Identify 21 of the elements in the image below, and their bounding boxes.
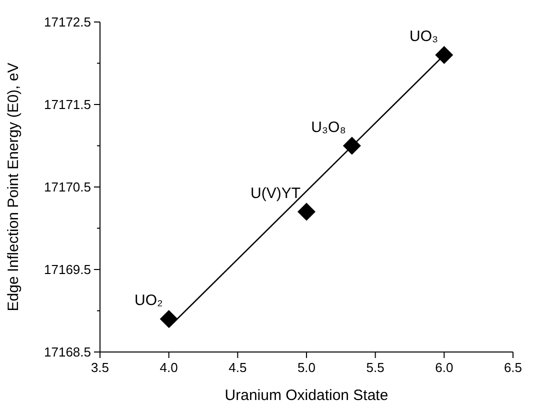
point [160,310,178,328]
point [435,46,454,64]
x-tick-label: 3.5 [90,360,110,375]
x-tick-label: 5.5 [366,360,384,375]
x-tick-label: 4.5 [228,360,247,375]
y-tick-label: 17172.5 [44,14,91,30]
y-tick-label: 17168.5 [44,344,91,360]
y-tick-label: 17170.5 [44,180,91,195]
annotation: UO₂ [134,292,164,309]
y-tick-label: 17169.5 [44,262,91,278]
annotation: U₃O₈ [311,118,346,136]
point [298,202,316,221]
x-tick-label: 6.0 [435,360,454,375]
x-tick-label: 5.0 [297,360,316,375]
x-tick-label: 6.5 [504,360,522,375]
x-tick-label: 4.0 [160,360,178,375]
y-tick-label: 17171.5 [44,97,91,112]
x-axis-title: Uranium Oxidation State [224,387,388,404]
y-axis-title: Edge Inflection Point Energy (E0), eV [5,62,22,312]
annotation: U(V)YT [250,184,300,202]
annotation: UO₃ [410,28,438,45]
